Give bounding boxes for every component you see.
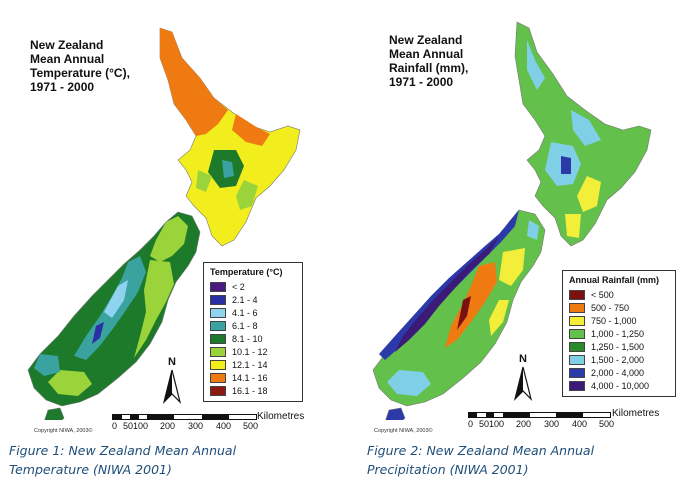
legend-label: < 500 [591,289,614,300]
north-arrow-icon [513,366,533,401]
legend-item: 4,000 - 10,000 [569,379,669,392]
legend-label: 12.1 - 14 [232,359,268,370]
legend-label: 750 - 1,000 [591,315,637,326]
north-island-temperature [159,27,301,247]
legend-swatch [569,289,585,300]
copyright-note: Copyright NIWA, 2003© [34,428,93,434]
rainfall-map-panel: New Zealand Mean Annual Rainfall (mm), 1… [339,0,678,483]
legend-item: 12.1 - 14 [210,358,296,371]
legend-item: 14.1 - 16 [210,371,296,384]
scale-ticks: 0 50100 200 300 400 500 [112,420,259,432]
rainfall-map [372,21,652,420]
legend-label: 14.1 - 16 [232,372,268,383]
legend-item: 2.1 - 4 [210,293,296,306]
temperature-map [27,27,301,420]
legend-label: 2,000 - 4,000 [591,367,645,378]
legend-swatch [210,307,226,318]
legend-label: 16.1 - 18 [232,385,268,396]
scale-bar-segments [112,414,257,420]
temperature-legend-title: Temperature (°C) [210,267,283,277]
legend-label: 1,500 - 2,000 [591,354,645,365]
legend-label: 1,000 - 1,250 [591,328,645,339]
figure-caption: Figure 2: New Zealand Mean Annual Precip… [367,443,595,477]
scale-tick: 400 [216,421,232,431]
scale-tick: 500 [599,419,615,429]
legend-swatch [569,315,585,326]
legend-label: 1,250 - 1,500 [591,341,645,352]
legend-swatch [210,346,226,357]
legend-item: 1,250 - 1,500 [569,340,669,353]
scale-tick: 300 [544,419,560,429]
legend-label: 6.1 - 8 [232,320,258,331]
stewart-island-rainfall [385,407,406,420]
scale-ticks: 0 50100 200 300 400 500 [468,418,615,430]
legend-swatch [210,385,226,396]
legend-swatch [569,328,585,339]
scale-tick: 0 [112,421,118,431]
legend-item: 8.1 - 10 [210,332,296,345]
legend-swatch [569,341,585,352]
scale-tick: 500 [243,421,259,431]
legend-swatch [569,354,585,365]
legend-swatch [569,302,585,313]
legend-item: 1,000 - 1,250 [569,327,669,340]
legend-label: 8.1 - 10 [232,333,263,344]
scale-unit: Kilometres [257,411,305,422]
legend-label: 4.1 - 6 [232,307,258,318]
legend-item: < 500 [569,288,669,301]
scale-tick: 300 [188,421,204,431]
figure-caption: Figure 1: New Zealand Mean Annual Temper… [9,443,237,477]
legend-label: 4,000 - 10,000 [591,380,650,391]
legend-label: 2.1 - 4 [232,294,258,305]
scale-bar: 0 50100 200 300 400 500 [468,412,615,430]
legend-swatch [210,359,226,370]
legend-label: < 2 [232,281,245,292]
scale-unit: Kilometres [612,408,660,419]
temperature-legend: Temperature (°C) < 2 2.1 - 4 4.1 - 6 6.1 - … [203,262,303,402]
legend-swatch [569,367,585,378]
temperature-map-title: New Zealand Mean Annual Temperature (°C)… [30,38,130,94]
legend-label: 500 - 750 [591,302,630,313]
south-island-temperature [27,211,201,407]
north-label: N [168,356,176,368]
legend-swatch [210,294,226,305]
legend-item: 6.1 - 8 [210,319,296,332]
legend-swatch [210,333,226,344]
south-island-rainfall [372,209,546,407]
scale-bar-segments [468,412,611,418]
north-arrow-icon [162,369,182,404]
rainfall-legend-title: Annual Rainfall (mm) [569,275,660,285]
scale-tick: 50100 [479,419,505,429]
legend-item: 500 - 750 [569,301,669,314]
legend-item: 4.1 - 6 [210,306,296,319]
legend-swatch [569,380,585,391]
scale-bar: 0 50100 200 300 400 500 [112,414,259,432]
rainfall-map-title: New Zealand Mean Annual Rainfall (mm), 1… [389,33,469,89]
temperature-map-panel: New Zealand Mean Annual Temperature (°C)… [9,27,305,477]
scale-tick: 50100 [123,421,149,431]
north-label: N [519,353,527,365]
legend-item: 1,500 - 2,000 [569,353,669,366]
legend-swatch [210,320,226,331]
legend-item: 750 - 1,000 [569,314,669,327]
scale-tick: 200 [516,419,532,429]
north-arrow: N [162,356,182,407]
legend-swatch [210,372,226,383]
scale-tick: 0 [468,419,474,429]
scale-tick: 200 [160,421,176,431]
scale-tick: 400 [572,419,588,429]
north-arrow: N [513,353,533,404]
temperature-legend-rows: < 2 2.1 - 4 4.1 - 6 6.1 - 8 8.1 - 10 10.1 - 1… [210,280,296,397]
copyright-note: Copyright NIWA, 2003© [374,428,433,434]
legend-item: 10.1 - 12 [210,345,296,358]
rainfall-legend: Annual Rainfall (mm) < 500 500 - 750 750 -… [562,270,676,397]
legend-label: 10.1 - 12 [232,346,268,357]
legend-item: 2,000 - 4,000 [569,366,669,379]
north-island-rainfall [514,21,652,247]
legend-item: 16.1 - 18 [210,384,296,397]
legend-swatch [210,281,226,292]
legend-item: < 2 [210,280,296,293]
stewart-island-temperature [44,407,65,420]
rainfall-legend-rows: < 500 500 - 750 750 - 1,000 1,000 - 1,250 1,… [569,288,669,392]
